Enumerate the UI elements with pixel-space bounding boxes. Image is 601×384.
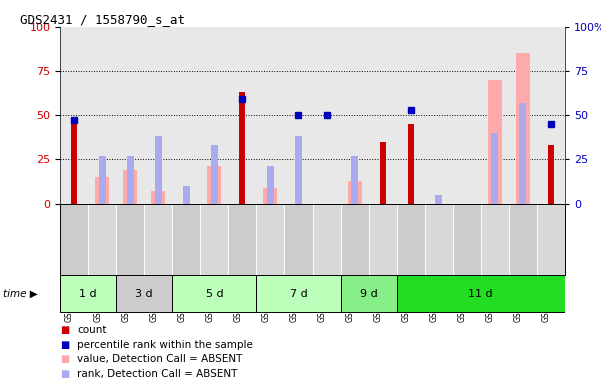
Bar: [341, 204, 368, 275]
Bar: [481, 27, 509, 204]
Bar: [71, 119, 77, 204]
Bar: [453, 204, 481, 275]
Text: ■: ■: [60, 369, 69, 379]
Bar: [172, 27, 200, 204]
Bar: [116, 204, 144, 275]
Bar: [127, 156, 133, 204]
Bar: [509, 27, 537, 204]
Text: ■: ■: [60, 340, 69, 350]
Bar: [397, 204, 425, 275]
Bar: [488, 80, 502, 204]
Bar: [313, 27, 341, 204]
Bar: [267, 166, 274, 204]
Bar: [380, 142, 386, 204]
Bar: [88, 204, 116, 275]
Text: 1 d: 1 d: [79, 289, 97, 299]
Text: GDS2431 / 1558790_s_at: GDS2431 / 1558790_s_at: [20, 13, 185, 26]
Text: 7 d: 7 d: [290, 289, 307, 299]
Bar: [397, 27, 425, 204]
Bar: [368, 27, 397, 204]
Bar: [435, 195, 442, 204]
Bar: [99, 156, 106, 204]
Bar: [172, 275, 257, 312]
Bar: [425, 204, 453, 275]
Bar: [407, 124, 413, 204]
Bar: [239, 92, 245, 204]
Bar: [263, 188, 278, 204]
Bar: [257, 275, 341, 312]
Bar: [183, 186, 190, 204]
Bar: [341, 275, 397, 312]
Bar: [88, 27, 116, 204]
Bar: [207, 166, 221, 204]
Bar: [537, 27, 565, 204]
Bar: [228, 27, 257, 204]
Bar: [95, 177, 109, 204]
Bar: [200, 204, 228, 275]
Bar: [516, 53, 530, 204]
Bar: [228, 204, 257, 275]
Bar: [453, 27, 481, 204]
Bar: [155, 136, 162, 204]
Bar: [172, 204, 200, 275]
Text: 3 d: 3 d: [135, 289, 153, 299]
Text: time ▶: time ▶: [3, 289, 38, 299]
Text: 9 d: 9 d: [360, 289, 377, 299]
Bar: [519, 103, 526, 204]
Bar: [284, 204, 313, 275]
Text: value, Detection Call = ABSENT: value, Detection Call = ABSENT: [77, 354, 242, 364]
Bar: [123, 170, 137, 204]
Bar: [144, 204, 172, 275]
Text: count: count: [77, 325, 106, 335]
Text: 11 d: 11 d: [469, 289, 493, 299]
Bar: [481, 204, 509, 275]
Bar: [60, 275, 116, 312]
Bar: [313, 204, 341, 275]
Bar: [537, 204, 565, 275]
Bar: [491, 133, 498, 204]
Bar: [425, 27, 453, 204]
Bar: [509, 204, 537, 275]
Bar: [368, 204, 397, 275]
Bar: [144, 27, 172, 204]
Bar: [295, 136, 302, 204]
Bar: [151, 191, 165, 204]
Bar: [397, 275, 565, 312]
Text: rank, Detection Call = ABSENT: rank, Detection Call = ABSENT: [77, 369, 237, 379]
Bar: [347, 180, 362, 204]
Bar: [341, 27, 368, 204]
Bar: [60, 204, 88, 275]
Text: percentile rank within the sample: percentile rank within the sample: [77, 340, 253, 350]
Bar: [116, 275, 172, 312]
Text: ■: ■: [60, 325, 69, 335]
Bar: [257, 204, 284, 275]
Text: 5 d: 5 d: [206, 289, 223, 299]
Bar: [548, 145, 554, 204]
Bar: [351, 156, 358, 204]
Bar: [200, 27, 228, 204]
Text: ■: ■: [60, 354, 69, 364]
Bar: [60, 27, 88, 204]
Bar: [116, 27, 144, 204]
Bar: [284, 27, 313, 204]
Bar: [211, 145, 218, 204]
Bar: [257, 27, 284, 204]
